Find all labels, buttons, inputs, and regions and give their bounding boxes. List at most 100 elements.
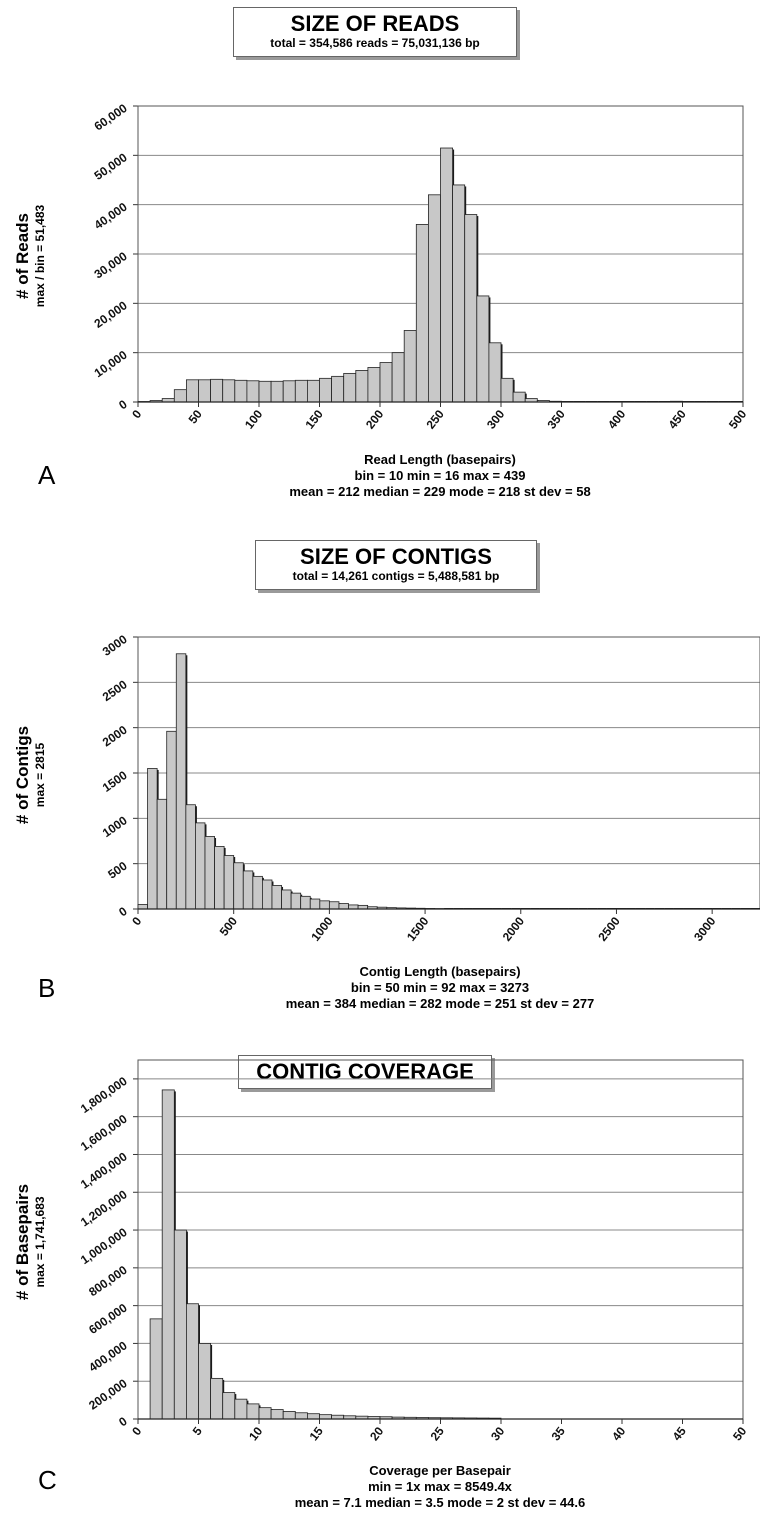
bar xyxy=(223,855,235,910)
y-tick-label: 2500 xyxy=(100,677,130,704)
read-length-histogram: 0 10,000 20,000 30,000 40,000 50,000 60,000 0 50… xyxy=(13,101,750,432)
bar xyxy=(319,377,333,403)
y-tick-label: 800,000 xyxy=(86,1263,130,1300)
bar xyxy=(252,875,263,910)
chart-footer: Contig Length (basepairs) bin = 50 min =… xyxy=(140,964,740,1012)
x-tick-label: 0 xyxy=(129,1424,144,1438)
bar xyxy=(440,147,454,403)
y-tick-label: 200,000 xyxy=(86,1376,130,1413)
bar xyxy=(270,1409,284,1420)
bar xyxy=(488,342,502,403)
stats-line: mean = 212 median = 229 mode = 218 st de… xyxy=(289,484,591,499)
bar xyxy=(149,1318,163,1420)
stats-line: bin = 10 min = 16 max = 439 xyxy=(354,468,526,483)
y-tick-label: 10,000 xyxy=(92,347,130,380)
bar xyxy=(242,870,254,910)
bar xyxy=(204,836,215,910)
y-axis-label: # of Reads xyxy=(13,213,32,299)
chart-subtitle: total = 14,261 contigs = 5,488,581 bp xyxy=(292,569,500,583)
x-tick-label: 10 xyxy=(246,1424,265,1443)
panel-read-size: SIZE OF READS total = 354,586 reads = 75… xyxy=(0,0,760,510)
chart-title: SIZE OF READS xyxy=(290,11,460,36)
x-tick-label: 45 xyxy=(670,1424,689,1443)
bar xyxy=(214,846,225,910)
title-box-coverage: CONTIG COVERAGE xyxy=(238,1055,492,1089)
y-tick-label: 1000 xyxy=(100,813,130,840)
bar xyxy=(282,1411,296,1420)
x-tick-label: 100 xyxy=(242,407,266,432)
bar xyxy=(137,904,148,910)
y-tick-label: 0 xyxy=(116,1414,130,1429)
bar xyxy=(234,379,248,403)
bar xyxy=(319,900,330,910)
x-tick-label: 500 xyxy=(726,407,750,432)
bar xyxy=(246,380,260,403)
y-tick-label: 3000 xyxy=(100,632,130,659)
chart-footer: Read Length (basepairs) bin = 10 min = 1… xyxy=(140,452,740,500)
coverage-histogram: 0200,000400,000600,000800,0001,000,0001,… xyxy=(13,1059,750,1443)
title-box-contigs: SIZE OF CONTIGS total = 14,261 contigs =… xyxy=(255,540,537,590)
x-tick-label: 50 xyxy=(186,407,205,426)
x-tick-label: 350 xyxy=(544,407,568,432)
bar xyxy=(198,1343,212,1420)
bar xyxy=(195,822,206,910)
stats-line: bin = 50 min = 92 max = 3273 xyxy=(350,980,530,995)
panel-letter: B xyxy=(38,973,56,1003)
y-tick-label: 60,000 xyxy=(92,101,130,134)
x-tick-label: 40 xyxy=(609,1424,628,1443)
x-tick-label: 500 xyxy=(217,914,241,939)
x-tick-label: 150 xyxy=(302,407,326,432)
bar xyxy=(294,1412,308,1420)
bar xyxy=(309,898,321,910)
y-tick-label: 30,000 xyxy=(92,249,130,282)
bar xyxy=(328,901,340,910)
bar xyxy=(282,380,296,403)
x-tick-label: 300 xyxy=(484,407,508,432)
y-tick-label: 400,000 xyxy=(86,1338,130,1375)
x-tick-label: 2000 xyxy=(500,914,528,944)
bar xyxy=(185,804,196,910)
y-tick-label: 1,000,000 xyxy=(78,1225,130,1267)
panel-contig-coverage: CONTIG COVERAGE 0 200,000 400,000 600,000 80… xyxy=(0,1045,760,1533)
chart-footer: Coverage per Basepair min = 1x max = 854… xyxy=(140,1463,740,1511)
x-tick-label: 30 xyxy=(488,1424,507,1443)
bar xyxy=(222,1392,236,1420)
bar xyxy=(161,1089,175,1420)
title-box-reads: SIZE OF READS total = 354,586 reads = 75… xyxy=(233,7,517,57)
chart-title: CONTIG COVERAGE xyxy=(256,1059,474,1084)
bar xyxy=(210,378,224,403)
x-tick-label: 250 xyxy=(423,407,447,432)
bar xyxy=(476,295,490,403)
bar xyxy=(500,377,514,403)
y-axis-label: # of Contigs xyxy=(13,726,32,824)
bar xyxy=(306,379,320,403)
x-tick-label: 1000 xyxy=(308,914,336,944)
x-tick-label: 15 xyxy=(307,1424,326,1443)
x-axis-label: Read Length (basepairs) xyxy=(364,452,516,467)
bar xyxy=(271,885,282,910)
bar xyxy=(415,223,429,403)
y-axis-sublabel: max = 2815 xyxy=(33,742,47,807)
x-tick-label: 3000 xyxy=(691,914,719,944)
bar xyxy=(270,380,284,403)
bar xyxy=(367,367,381,403)
bar xyxy=(210,1377,224,1420)
y-tick-label: 40,000 xyxy=(92,199,130,232)
bar xyxy=(331,375,345,403)
bar xyxy=(234,1398,248,1420)
chart-title: SIZE OF CONTIGS xyxy=(300,544,492,569)
bar xyxy=(319,1414,333,1420)
bar xyxy=(300,895,311,910)
contig-length-histogram: 0 500 1000 1500 2000 2500 3000 0 500 1000 1500 2000… xyxy=(13,632,760,944)
y-tick-label: 1500 xyxy=(100,768,130,795)
bar xyxy=(355,370,369,403)
x-tick-label: 50 xyxy=(730,1424,749,1443)
bar xyxy=(343,372,357,403)
stats-line: min = 1x max = 8549.4x xyxy=(368,1479,512,1494)
x-tick-label: 450 xyxy=(665,407,689,432)
y-tick-label: 20,000 xyxy=(92,298,130,331)
x-tick-label: 25 xyxy=(428,1424,447,1443)
x-tick-label: 2500 xyxy=(595,914,623,944)
bar xyxy=(403,330,417,403)
bar xyxy=(258,1407,272,1420)
